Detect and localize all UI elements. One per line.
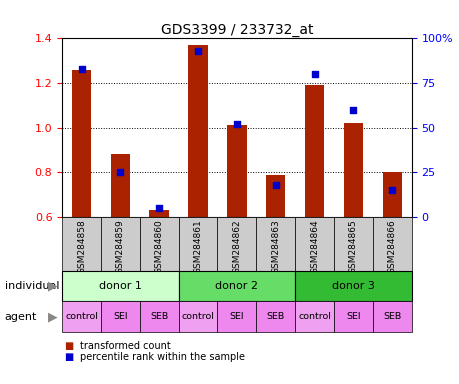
Text: SEI: SEI: [113, 312, 128, 321]
Bar: [295, 217, 333, 271]
Text: GSM284863: GSM284863: [271, 220, 280, 275]
Bar: [217, 301, 256, 332]
Bar: [101, 301, 140, 332]
Text: GSM284859: GSM284859: [116, 220, 124, 275]
Text: GSM284865: GSM284865: [348, 220, 357, 275]
Text: GSM284866: GSM284866: [387, 220, 396, 275]
Text: GSM284861: GSM284861: [193, 220, 202, 275]
Bar: [295, 271, 411, 301]
Text: control: control: [297, 312, 330, 321]
Bar: [265, 175, 285, 217]
Text: control: control: [65, 312, 98, 321]
Bar: [256, 217, 295, 271]
Bar: [217, 217, 256, 271]
Text: donor 2: donor 2: [215, 281, 258, 291]
Point: [233, 121, 240, 127]
Bar: [227, 126, 246, 217]
Text: transformed count: transformed count: [80, 341, 171, 351]
Text: SEB: SEB: [382, 312, 401, 321]
Bar: [62, 271, 178, 301]
Text: control: control: [181, 312, 214, 321]
Text: SEI: SEI: [345, 312, 360, 321]
Bar: [343, 123, 362, 217]
Bar: [101, 217, 140, 271]
Text: GSM284858: GSM284858: [77, 220, 86, 275]
Text: ▶: ▶: [48, 280, 57, 293]
Bar: [178, 301, 217, 332]
Point: [78, 66, 85, 72]
Text: SEB: SEB: [266, 312, 284, 321]
Bar: [333, 217, 372, 271]
Point: [388, 187, 395, 193]
Text: ▶: ▶: [48, 310, 57, 323]
Point: [117, 169, 124, 175]
Point: [155, 205, 162, 211]
Bar: [62, 217, 101, 271]
Text: donor 3: donor 3: [331, 281, 374, 291]
Text: GSM284864: GSM284864: [309, 220, 319, 274]
Bar: [140, 301, 178, 332]
Bar: [149, 210, 168, 217]
Text: SEI: SEI: [229, 312, 244, 321]
Bar: [295, 301, 333, 332]
Text: GSM284860: GSM284860: [154, 220, 163, 275]
Bar: [111, 154, 130, 217]
Text: GSM284862: GSM284862: [232, 220, 241, 274]
Bar: [178, 271, 295, 301]
Text: percentile rank within the sample: percentile rank within the sample: [80, 352, 245, 362]
Text: ■: ■: [64, 341, 73, 351]
Bar: [62, 301, 101, 332]
Bar: [372, 301, 411, 332]
Bar: [372, 217, 411, 271]
Point: [310, 71, 318, 77]
Bar: [188, 45, 207, 217]
Text: donor 1: donor 1: [99, 281, 141, 291]
Bar: [382, 172, 401, 217]
Bar: [256, 301, 295, 332]
Text: individual: individual: [5, 281, 59, 291]
Point: [194, 48, 202, 54]
Bar: [178, 217, 217, 271]
Text: agent: agent: [5, 312, 37, 322]
Text: SEB: SEB: [150, 312, 168, 321]
Title: GDS3399 / 233732_at: GDS3399 / 233732_at: [160, 23, 313, 37]
Point: [271, 182, 279, 188]
Point: [349, 107, 356, 113]
Text: ■: ■: [64, 352, 73, 362]
Bar: [72, 70, 91, 217]
Bar: [304, 85, 324, 217]
Bar: [140, 217, 178, 271]
Bar: [333, 301, 372, 332]
